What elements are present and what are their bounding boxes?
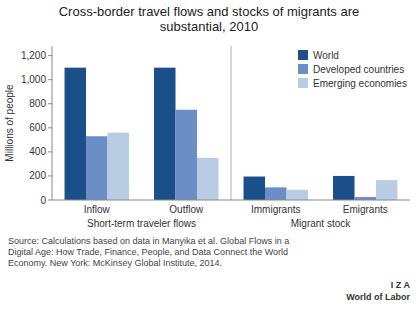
- y-tick: [48, 79, 52, 80]
- y-tick: [48, 151, 52, 152]
- x-tick-label: Emigrants: [343, 204, 388, 215]
- y-tick-label: 600: [29, 122, 46, 133]
- bar: [265, 187, 286, 200]
- y-tick: [48, 127, 52, 128]
- bar: [244, 177, 265, 200]
- x-tick-label: Inflow: [84, 204, 111, 215]
- bar: [333, 176, 354, 200]
- y-axis: [52, 46, 53, 200]
- brand-line: I Z A: [391, 280, 411, 290]
- legend-label: Developed countries: [313, 64, 404, 75]
- x-tick-label: Outflow: [169, 204, 204, 215]
- bar: [65, 68, 86, 200]
- y-axis-label: Millions of people: [4, 84, 15, 162]
- bar: [376, 180, 397, 200]
- brand-line: World of Labor: [346, 292, 410, 302]
- group-label: Migrant stock: [291, 218, 351, 229]
- source-note: Source: Calculations based on data in Ma…: [8, 236, 289, 268]
- y-tick: [48, 200, 52, 201]
- legend-swatch: [298, 78, 308, 88]
- chart: Cross-border travel flows and stocks of …: [0, 0, 418, 311]
- bar: [86, 136, 107, 200]
- group-divider: [231, 46, 232, 200]
- y-tick-label: 200: [29, 170, 46, 181]
- y-tick-label: 400: [29, 146, 46, 157]
- bar: [154, 68, 175, 200]
- legend-swatch: [298, 64, 308, 74]
- y-tick: [48, 103, 52, 104]
- bar: [286, 190, 307, 200]
- legend-label: Emerging economies: [313, 78, 407, 89]
- y-tick-label: 1,200: [21, 50, 46, 61]
- title: Cross-border travel flows and stocks of …: [59, 4, 360, 34]
- bar: [107, 133, 128, 200]
- y-tick-label: 800: [29, 98, 46, 109]
- y-tick-label: 1,000: [21, 74, 46, 85]
- legend: World Developed countries Emerging economi…: [298, 50, 407, 89]
- group-label: Short-term traveler flows: [87, 218, 196, 229]
- legend-swatch: [298, 50, 308, 60]
- bar: [197, 158, 218, 200]
- y-tick-label: 0: [40, 195, 46, 206]
- y-tick: [48, 175, 52, 176]
- legend-label: World: [313, 50, 339, 61]
- x-axis: [52, 200, 410, 201]
- bar: [176, 110, 197, 200]
- x-tick-label: Immigrants: [251, 204, 300, 215]
- y-tick: [48, 55, 52, 56]
